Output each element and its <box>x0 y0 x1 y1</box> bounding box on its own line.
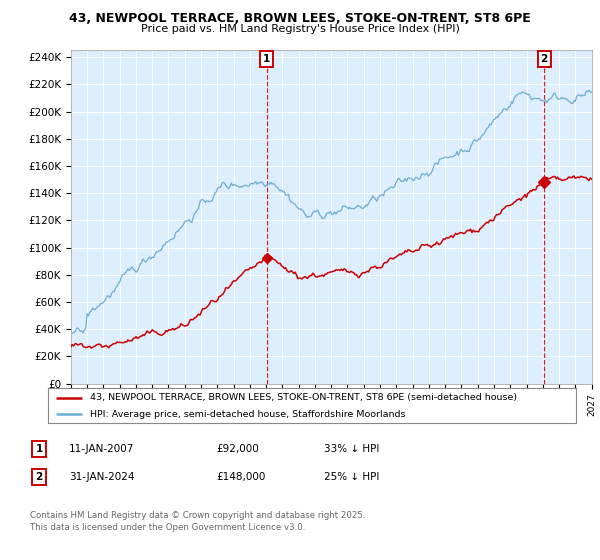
Text: 25% ↓ HPI: 25% ↓ HPI <box>324 472 379 482</box>
Text: 33% ↓ HPI: 33% ↓ HPI <box>324 444 379 454</box>
Text: 1: 1 <box>263 54 271 64</box>
Text: Contains HM Land Registry data © Crown copyright and database right 2025.
This d: Contains HM Land Registry data © Crown c… <box>30 511 365 532</box>
Text: 2: 2 <box>541 54 548 64</box>
Text: HPI: Average price, semi-detached house, Staffordshire Moorlands: HPI: Average price, semi-detached house,… <box>90 409 406 419</box>
Text: £92,000: £92,000 <box>216 444 259 454</box>
Text: 31-JAN-2024: 31-JAN-2024 <box>69 472 134 482</box>
Text: £148,000: £148,000 <box>216 472 265 482</box>
Text: Price paid vs. HM Land Registry's House Price Index (HPI): Price paid vs. HM Land Registry's House … <box>140 24 460 34</box>
Text: 43, NEWPOOL TERRACE, BROWN LEES, STOKE-ON-TRENT, ST8 6PE: 43, NEWPOOL TERRACE, BROWN LEES, STOKE-O… <box>69 12 531 25</box>
Text: 43, NEWPOOL TERRACE, BROWN LEES, STOKE-ON-TRENT, ST8 6PE (semi-detached house): 43, NEWPOOL TERRACE, BROWN LEES, STOKE-O… <box>90 393 517 402</box>
Text: 11-JAN-2007: 11-JAN-2007 <box>69 444 134 454</box>
Text: 2: 2 <box>35 472 43 482</box>
Text: 1: 1 <box>35 444 43 454</box>
